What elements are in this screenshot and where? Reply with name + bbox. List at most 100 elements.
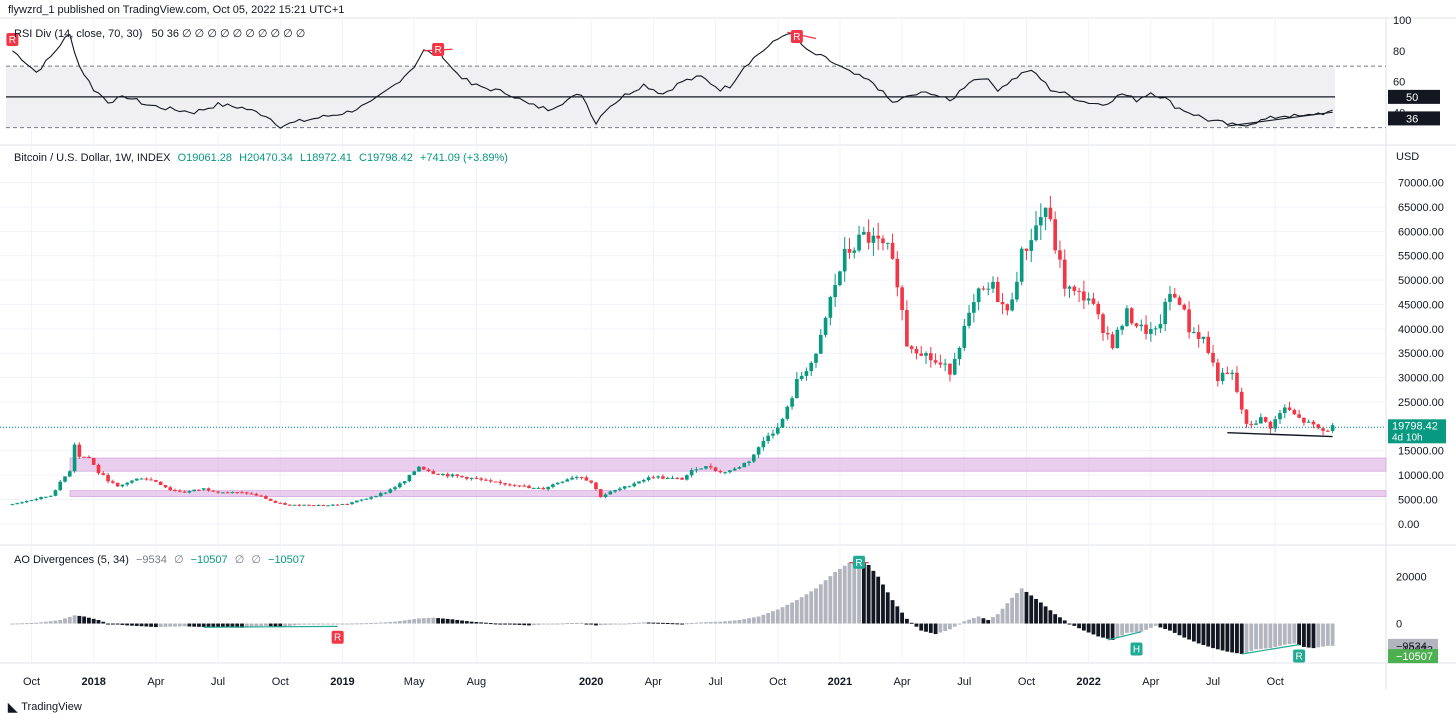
ao-bar: [283, 623, 287, 627]
ao-bar: [1019, 588, 1024, 624]
ao-bar: [914, 623, 919, 627]
price-ytick-label: 65000.00: [1398, 202, 1444, 214]
candle-body: [302, 504, 306, 506]
candle-body: [828, 297, 833, 318]
ao-bar: [507, 623, 512, 625]
candle-body: [995, 281, 1000, 303]
price-ytick-label: 35000.00: [1398, 348, 1444, 360]
candle-body: [1201, 336, 1206, 339]
ao-bar: [240, 623, 244, 628]
candle-body: [948, 363, 952, 375]
ao-bar: [168, 623, 173, 627]
candle-body: [771, 433, 775, 436]
x-tick-label: 2022: [1076, 676, 1100, 688]
price-legend[interactable]: Bitcoin / U.S. Dollar, 1W, INDEX O19061.…: [14, 152, 508, 164]
candle-body: [115, 482, 120, 487]
candle-body: [680, 477, 684, 480]
ao-bar: [608, 623, 613, 625]
candle-body: [685, 475, 689, 480]
candle-body: [1282, 407, 1287, 413]
ao-bar: [909, 622, 914, 624]
x-tick-label: 2019: [330, 676, 354, 688]
candle-body: [273, 500, 278, 503]
ao-bar: [546, 623, 551, 625]
candle-body: [742, 462, 747, 468]
candle-body: [919, 353, 924, 356]
candle-body: [1187, 309, 1191, 333]
ao-bar: [173, 623, 177, 627]
ao-bar: [263, 623, 268, 626]
ao-bar: [493, 623, 498, 625]
price-ytick-label: 0.00: [1398, 519, 1419, 531]
rsi-value-badge-label: 36: [1406, 113, 1418, 125]
candle-body: [249, 493, 254, 495]
ao-bar: [1230, 623, 1235, 653]
ao-value-badge-label: −10507: [1396, 651, 1433, 663]
candle-body: [589, 480, 593, 483]
candle-body: [436, 473, 440, 475]
ao-bar: [1278, 623, 1282, 646]
ao-bar: [1225, 623, 1230, 652]
ao-bar: [206, 623, 211, 628]
ao-bar: [928, 623, 933, 633]
ao-bar: [718, 621, 723, 624]
candle-body: [1168, 293, 1172, 302]
candle-body: [125, 482, 130, 485]
ao-bar: [345, 623, 350, 625]
ao-bar: [531, 623, 536, 626]
ao-bar: [1105, 623, 1110, 639]
candle-body: [201, 488, 206, 490]
candle-body: [1192, 332, 1196, 334]
ao-bar: [469, 621, 474, 624]
candle-body: [565, 479, 570, 482]
ao-bar: [747, 618, 751, 624]
ao-bar: [584, 623, 589, 625]
candle-body: [747, 461, 751, 463]
ao-signal-badge: [331, 630, 344, 644]
ao-bar: [474, 622, 479, 624]
ao-bar: [804, 594, 809, 624]
candle-body: [1268, 421, 1273, 429]
candle-body: [613, 490, 617, 492]
ao-bar: [1029, 595, 1034, 624]
candle-body: [173, 490, 177, 492]
ao-signal-badge: [1130, 642, 1143, 656]
ao-bar: [249, 623, 254, 628]
ao-bar: [1005, 603, 1010, 624]
support-zone: [69, 490, 1387, 497]
ao-bar: [39, 622, 44, 624]
ao-legend[interactable]: AO Divergences (5, 34) −9534 ∅ −10507 ∅ …: [14, 553, 305, 566]
candle-body: [1158, 324, 1163, 329]
ao-bar: [527, 623, 531, 626]
candle-body: [713, 467, 718, 472]
ao-bar: [397, 621, 402, 624]
ao-bar: [82, 616, 87, 624]
candle-body: [517, 485, 522, 487]
ao-bar: [1125, 623, 1129, 633]
candle-body: [752, 454, 756, 462]
candle-body: [53, 490, 58, 496]
ao-bar: [1297, 623, 1302, 646]
candle-body: [670, 477, 675, 479]
ao-bar: [1168, 623, 1172, 631]
rsi-legend[interactable]: RSI Div (14, close, 70, 30) 50 36 ∅ ∅ ∅ …: [14, 27, 305, 40]
x-tick-label: Jul: [957, 676, 971, 688]
candle-body: [111, 481, 115, 483]
ao-bar: [761, 614, 766, 624]
ao-bar: [1034, 598, 1038, 624]
ao-bar: [67, 616, 72, 624]
price-ytick-label: 25000.00: [1398, 397, 1444, 409]
ao-bar: [541, 623, 546, 625]
candle-body: [723, 472, 727, 474]
ao-bar: [1187, 623, 1192, 640]
ao-bar: [751, 617, 756, 624]
candle-body: [91, 458, 96, 465]
ao-bar: [699, 622, 704, 624]
candle-body: [876, 235, 881, 239]
candle-body: [661, 476, 665, 479]
price-close: C19798.42: [359, 152, 413, 164]
candle-body: [799, 375, 804, 380]
candle-body: [1115, 329, 1120, 349]
candle-body: [345, 503, 350, 505]
